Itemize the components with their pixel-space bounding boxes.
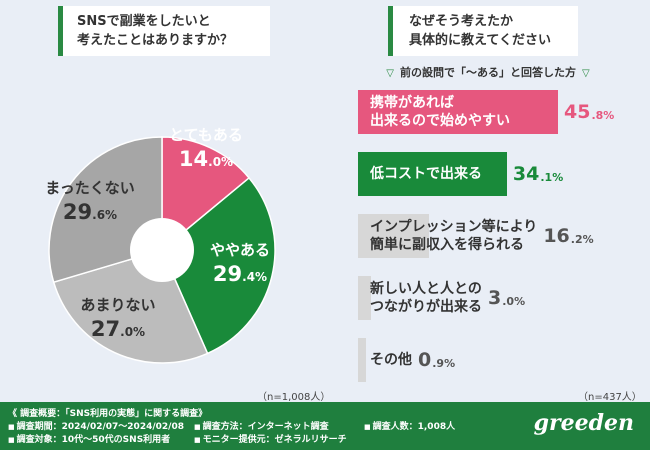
bar-label: 新しい人と人との つながりが出来る bbox=[370, 281, 482, 315]
triangle-down-icon: ▽ bbox=[386, 68, 394, 79]
pie-slice-value: 27.0% bbox=[91, 317, 145, 341]
bar-fill bbox=[358, 214, 429, 258]
pie-slice-value: 29.6% bbox=[63, 200, 117, 224]
footer: 《 調査概要：「SNS利用の実態」に関する調査》 ■ 調査期間：2024/02/0… bbox=[0, 402, 650, 450]
survey-name: 《 調査概要：「SNS利用の実態」に関する調査》 bbox=[8, 409, 208, 419]
survey-count: ■ 調査人数：1,008人 bbox=[364, 422, 456, 432]
bar-fill bbox=[358, 276, 372, 320]
left-sample-size: （n=1,008人） bbox=[257, 392, 331, 403]
pie-slice-value: 29.4% bbox=[213, 262, 267, 286]
pie-slice-label: とてもある bbox=[169, 126, 243, 144]
triangle-down-icon: ▽ bbox=[582, 68, 590, 79]
pie-slice-label: あまりない bbox=[80, 296, 155, 314]
pie-slice bbox=[161, 176, 276, 355]
survey-target: ■ 調査対象：10代〜50代のSNS利用者 bbox=[8, 435, 171, 445]
right-question-line1: なぜそう考えたか bbox=[409, 14, 514, 29]
right-sample-size: （n=437人） bbox=[578, 392, 642, 403]
monitor-provider: ■ モニター提供元：ゼネラルリサーチ bbox=[194, 435, 347, 445]
bar-label: 低コストで出来る bbox=[370, 166, 482, 182]
bar-label: その他 bbox=[370, 352, 412, 368]
bar-value: 16.2% bbox=[543, 225, 594, 247]
right-question-line2: 具体的に教えてください bbox=[409, 33, 551, 48]
pie-slice-value: 14.0% bbox=[179, 147, 233, 171]
bar-label: インプレッション等により 簡単に副収入を得られる bbox=[370, 219, 538, 253]
brand-logo: greeden bbox=[533, 410, 634, 436]
left-question-line1: SNSで副業をしたいと bbox=[77, 14, 211, 29]
right-question-box: なぜそう考えたか 具体的に教えてください bbox=[388, 6, 578, 56]
bar-fill bbox=[358, 152, 507, 196]
bar-value: 45.8% bbox=[564, 101, 615, 123]
bar-label: 携帯があれば 出来るので始めやすい bbox=[370, 95, 510, 129]
bar-fill bbox=[358, 90, 558, 134]
pie-slice-label: まったくない bbox=[45, 179, 134, 197]
bar-fill bbox=[358, 338, 366, 382]
survey-method: ■ 調査方法：インターネット調査 bbox=[194, 422, 329, 432]
pie-slice bbox=[161, 136, 251, 252]
survey-period: ■ 調査期間：2024/02/07〜2024/02/08 bbox=[8, 422, 184, 432]
left-question-box: SNSで副業をしたいと 考えたことはありますか？ bbox=[58, 6, 270, 56]
subnote: ▽ 前の設問で「〜ある」と回答した方 ▽ bbox=[352, 64, 624, 80]
pie-center-hole bbox=[130, 218, 194, 282]
left-question-line2: 考えたことはありますか？ bbox=[77, 33, 234, 48]
bar-value: 3.0% bbox=[488, 287, 526, 309]
subnote-text: 前の設問で「〜ある」と回答した方 bbox=[400, 66, 576, 79]
bar-value: 0.9% bbox=[418, 349, 456, 371]
bar-value: 34.1% bbox=[512, 163, 564, 185]
pie-slice-label: ややある bbox=[210, 241, 270, 259]
